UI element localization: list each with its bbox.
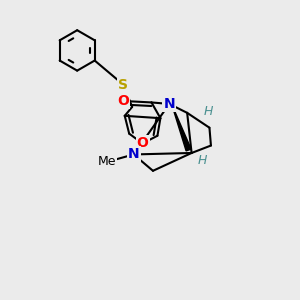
Text: O: O: [136, 136, 148, 151]
Text: H: H: [197, 154, 207, 167]
Text: S: S: [118, 78, 128, 92]
Polygon shape: [172, 104, 191, 151]
Text: Me: Me: [98, 155, 116, 168]
Text: H: H: [203, 105, 213, 118]
Text: O: O: [117, 94, 129, 108]
Text: N: N: [128, 148, 140, 161]
Text: N: N: [164, 97, 175, 111]
